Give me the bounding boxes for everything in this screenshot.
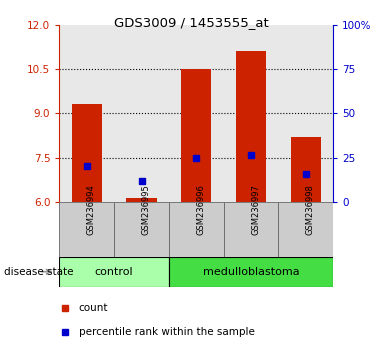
Bar [291,137,321,202]
Text: GSM236996: GSM236996 [196,184,205,235]
Text: GSM236994: GSM236994 [87,185,96,235]
Bar [224,202,278,257]
Text: percentile rank within the sample: percentile rank within the sample [79,327,254,337]
Bar [169,257,333,287]
Bar [236,51,266,202]
Bar [72,104,102,202]
Text: disease state: disease state [4,267,73,277]
Text: GSM236998: GSM236998 [306,184,315,235]
Bar [169,202,224,257]
Bar [181,69,211,202]
Bar [59,257,169,287]
Text: GSM236995: GSM236995 [142,185,151,235]
Bar [114,202,169,257]
Text: GDS3009 / 1453555_at: GDS3009 / 1453555_at [114,16,269,29]
Bar [59,202,114,257]
Bar [278,202,333,257]
Bar [126,198,157,202]
Text: control: control [95,267,133,277]
Text: GSM236997: GSM236997 [251,184,260,235]
Text: medulloblastoma: medulloblastoma [203,267,300,277]
Text: count: count [79,303,108,313]
